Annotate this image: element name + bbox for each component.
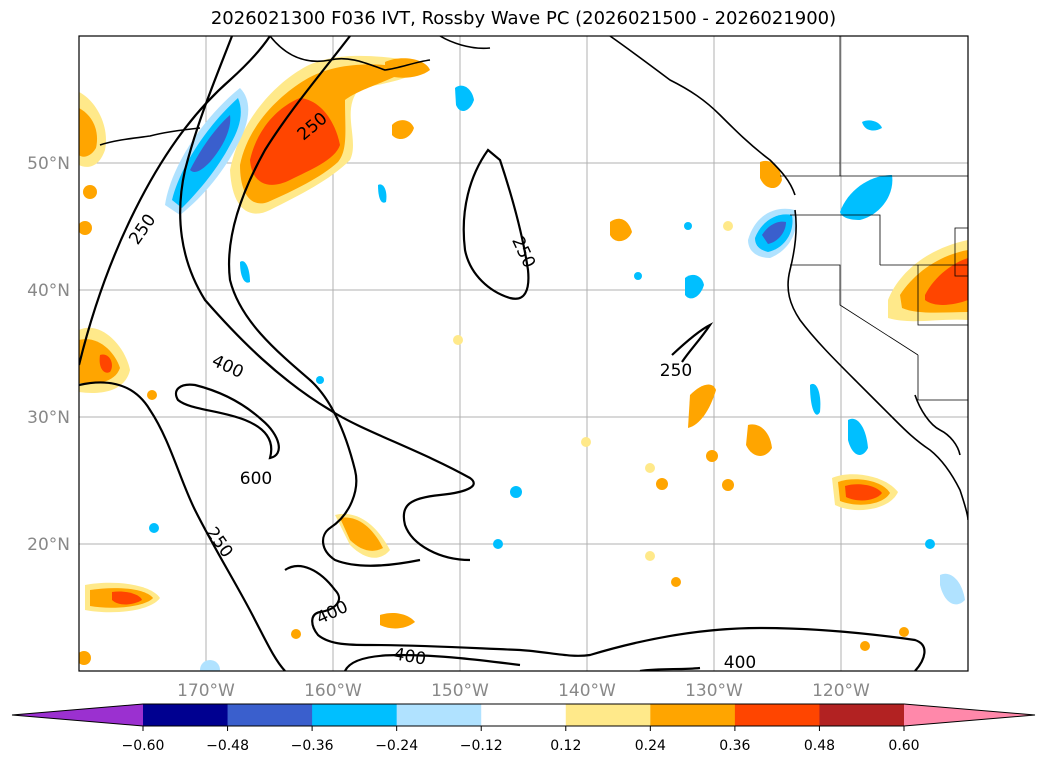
colorbar-segment <box>312 704 398 726</box>
colorbar-segment <box>819 704 905 726</box>
lon-label-140w: 140°W <box>558 681 616 701</box>
lat-label-30n: 30°N <box>27 408 70 428</box>
colorbar-extend-low <box>12 704 143 726</box>
gridlines <box>79 36 968 671</box>
colorbar-segment <box>227 704 313 726</box>
contour-250-east <box>671 322 714 363</box>
colorbar: −0.60 −0.48 −0.36 −0.24 −0.12 0.12 0.24 0.36 0.4… <box>11 703 1036 754</box>
colorbar-tick-label: −0.24 <box>375 738 418 754</box>
contour-label: 250 <box>660 361 692 381</box>
contour-label: 400 <box>724 653 756 673</box>
lat-label-40n: 40°N <box>27 281 70 301</box>
ivt-contours <box>79 36 926 671</box>
contour-600 <box>174 383 280 460</box>
colorbar-segment <box>650 704 736 726</box>
map-title: 2026021300 F036 IVT, Rossby Wave PC (202… <box>210 8 837 29</box>
colorbar-tick-label: 0.12 <box>550 738 581 754</box>
coastlines <box>99 36 968 521</box>
colorbar-tick-label: −0.48 <box>206 738 249 754</box>
latitude-labels: 50°N 40°N 30°N 20°N <box>27 154 70 555</box>
colorbar-segment <box>565 704 651 726</box>
lat-label-20n: 20°N <box>27 535 70 555</box>
colorbar-segment <box>734 704 820 726</box>
colorbar-tick-label: −0.12 <box>460 738 503 754</box>
contour-400-inner <box>228 36 421 567</box>
bc-coast <box>609 36 796 196</box>
lon-label-120w: 120°W <box>812 681 870 701</box>
contour-400-southeast <box>639 666 701 671</box>
colorbar-extend-high <box>904 704 1035 726</box>
lon-label-150w: 150°W <box>431 681 489 701</box>
lon-label-170w: 170°W <box>177 681 235 701</box>
contour-250-west <box>79 36 271 366</box>
colorbar-tick-label: 0.48 <box>804 738 835 754</box>
lat-label-50n: 50°N <box>27 154 70 174</box>
colorbar-tick-label: 0.24 <box>635 738 666 754</box>
colorbar-segment <box>481 704 567 726</box>
colorbar-segment <box>143 704 229 726</box>
contour-400-southwest <box>284 565 926 671</box>
colorbar-tick-label: −0.36 <box>291 738 334 754</box>
contour-250-mid <box>462 148 530 300</box>
contour-250-inner <box>179 36 475 562</box>
colorbar-tick-label: −0.60 <box>122 738 165 754</box>
colorbar-tick-label: 0.60 <box>888 738 919 754</box>
state-borders <box>780 36 968 401</box>
lon-label-160w: 160°W <box>304 681 362 701</box>
contour-400-south <box>343 653 521 671</box>
colorbar-tick-label: 0.36 <box>719 738 750 754</box>
filled-anomalies <box>79 55 968 671</box>
aleutian-islands <box>99 127 201 146</box>
baja-coast <box>914 394 961 456</box>
lon-label-130w: 130°W <box>685 681 743 701</box>
alaska-coast <box>269 36 431 71</box>
contour-label: 600 <box>240 469 272 489</box>
longitude-labels: 170°W 160°W 150°W 140°W 130°W 120°W <box>177 681 870 701</box>
map-frame <box>78 35 969 672</box>
contour-250-southwest <box>79 381 286 671</box>
colorbar-segment <box>396 704 482 726</box>
us-west-coast <box>787 209 968 521</box>
